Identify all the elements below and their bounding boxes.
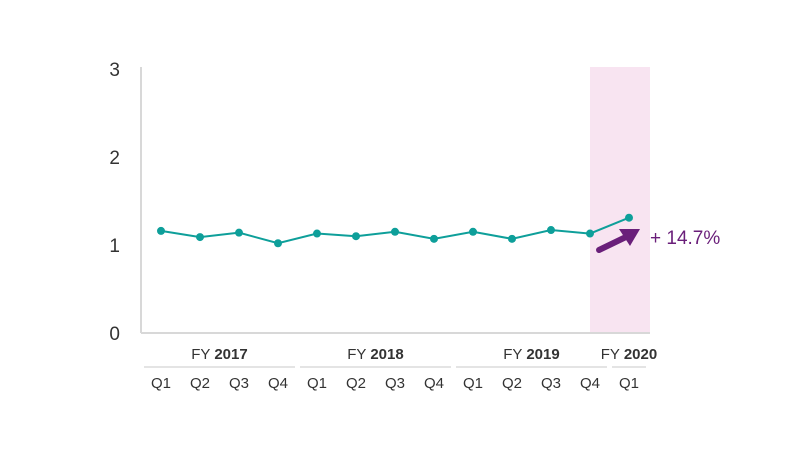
group-label: FY 2018 [347, 346, 403, 363]
x-tick-label: Q4 [268, 375, 288, 392]
change-annotation: + 14.7% [650, 228, 720, 249]
x-tick-label: Q1 [307, 375, 327, 392]
arrow-head [619, 229, 640, 246]
y-tick-label: 0 [109, 324, 120, 345]
x-tick-label: Q2 [190, 375, 210, 392]
x-tick-label: Q1 [463, 375, 483, 392]
x-tick-label: Q2 [346, 375, 366, 392]
data-point [508, 234, 516, 243]
data-point [274, 239, 282, 248]
x-tick-label: Q4 [580, 375, 600, 392]
x-tick-label: Q3 [541, 375, 561, 392]
highlight-band [590, 67, 650, 333]
data-point [586, 229, 594, 238]
group-label: FY 2017 [191, 346, 247, 363]
y-tick-label: 1 [109, 236, 120, 257]
x-tick-label: Q1 [619, 375, 639, 392]
data-point [430, 234, 438, 243]
data-point [469, 227, 477, 236]
data-point [196, 233, 204, 242]
group-label: FY 2019 [503, 346, 559, 363]
data-point [625, 213, 633, 222]
data-point [547, 226, 555, 235]
x-tick-label: Q3 [229, 375, 249, 392]
arrow-shaft [596, 233, 631, 253]
data-point [391, 227, 399, 236]
group-label: FY 2020 [601, 346, 657, 363]
x-tick-label: Q1 [151, 375, 171, 392]
data-point [157, 226, 165, 235]
data-point [313, 229, 321, 238]
y-tick-label: 2 [109, 148, 120, 169]
data-point [352, 232, 360, 241]
x-tick-label: Q2 [502, 375, 522, 392]
y-tick-label: 3 [109, 60, 120, 81]
data-point [235, 228, 243, 237]
x-tick-label: Q3 [385, 375, 405, 392]
x-tick-label: Q4 [424, 375, 444, 392]
